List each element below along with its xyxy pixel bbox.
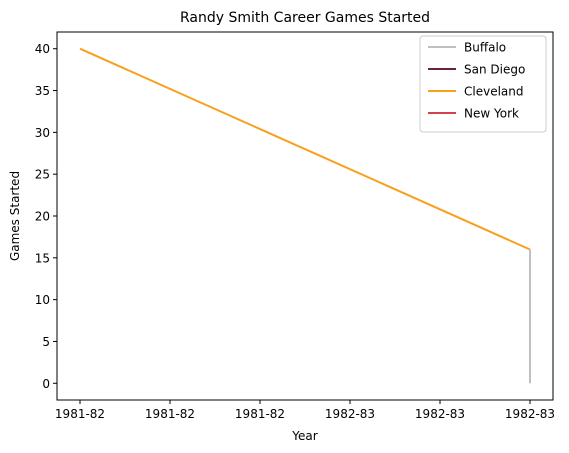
y-tick-label: 0 [42, 377, 50, 391]
chart-title: Randy Smith Career Games Started [180, 10, 430, 26]
legend-label-buffalo: Buffalo [464, 41, 506, 55]
x-axis: 1981-82 1981-82 1981-82 1982-83 1982-83 1982-… [55, 400, 555, 421]
x-axis-label: Year [291, 429, 317, 443]
legend-label-cleveland: Cleveland [464, 85, 524, 99]
x-tick-label: 1981-82 [145, 407, 195, 421]
x-tick-label: 1981-82 [55, 407, 105, 421]
x-tick-label: 1982-83 [505, 407, 555, 421]
y-axis-label: Games Started [8, 171, 22, 261]
y-tick-label: 20 [35, 210, 50, 224]
legend-frame [419, 35, 547, 133]
series-line-cleveland [79, 47, 531, 251]
legend-label-new-york: New York [464, 107, 519, 121]
legend: Buffalo San Diego Cleveland New York [419, 35, 547, 133]
plot-frame [56, 31, 554, 401]
y-tick-label: 15 [35, 251, 50, 265]
legend-label-san-diego: San Diego [464, 63, 525, 77]
y-tick-label: 35 [35, 84, 50, 98]
x-tick-label: 1982-83 [325, 407, 375, 421]
series-layer [79, 47, 531, 384]
y-tick-label: 10 [35, 293, 50, 307]
y-axis: 0 5 10 15 20 25 30 35 40 [35, 42, 57, 391]
y-tick-label: 5 [42, 335, 50, 349]
y-tick-label: 25 [35, 168, 50, 182]
x-tick-label: 1981-82 [235, 407, 285, 421]
y-tick-label: 30 [35, 126, 50, 140]
y-tick-label: 40 [35, 42, 50, 56]
x-tick-label: 1982-83 [415, 407, 465, 421]
